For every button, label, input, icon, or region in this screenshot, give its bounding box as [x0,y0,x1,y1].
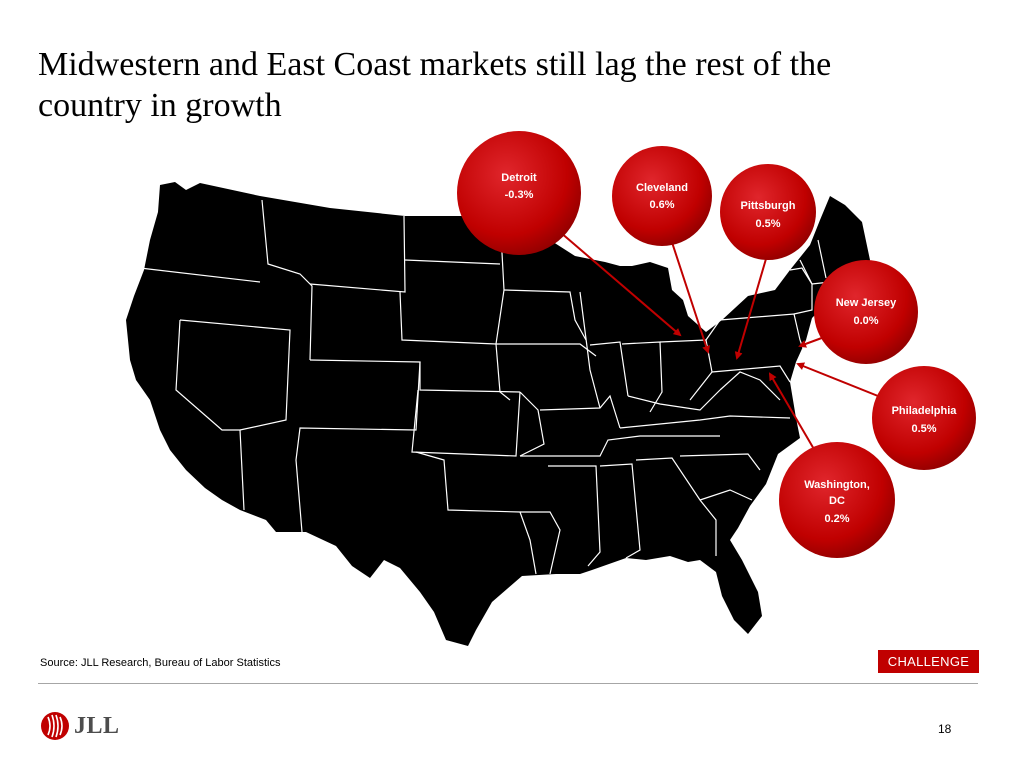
bubble-detroit: Detroit -0.3% [457,131,581,255]
bubble-detroit-name: Detroit [501,172,537,184]
source-note: Source: JLL Research, Bureau of Labor St… [40,657,281,669]
bubble-philadelphia: Philadelphia 0.5% [872,366,976,470]
arrow-philadelphia [796,362,889,401]
bubble-pittsburgh-value: 0.5% [755,218,780,230]
callout-arrows [559,223,889,457]
bubble-new-jersey-value: 0.0% [853,315,878,327]
bubble-cleveland-name: Cleveland [636,182,688,194]
arrow-cleveland [665,223,710,354]
bubble-washington-dc-name: Washington, [804,479,870,491]
bubble-detroit-value: -0.3% [505,189,534,201]
arrow-pittsburgh [734,251,769,360]
arrow-washington-dc [768,372,819,457]
bubble-new-jersey-name: New Jersey [836,297,897,309]
footer-divider [38,683,978,684]
page-number: 18 [938,722,952,736]
bubble-pittsburgh-name: Pittsburgh [741,200,796,212]
state-borders [139,199,845,575]
bubble-washington-dc: Washington, DC 0.2% [779,442,895,558]
bubble-washington-dc-value: 0.2% [824,513,849,525]
jll-logo-text: JLL [74,712,120,739]
market-bubbles: Detroit -0.3% Cleveland 0.6% Pittsburgh … [457,131,976,558]
challenge-badge: CHALLENGE [878,650,979,673]
slide-title: Midwestern and East Coast markets still … [38,46,832,124]
bubble-philadelphia-name: Philadelphia [892,405,958,417]
bubble-washington-dc-sub: DC [829,495,845,507]
bubble-cleveland: Cleveland 0.6% [612,146,712,246]
bubble-pittsburgh: Pittsburgh 0.5% [720,164,816,260]
bubble-new-jersey: New Jersey 0.0% [814,260,918,364]
bubble-cleveland-value: 0.6% [649,199,674,211]
jll-logo: JLL [40,711,120,741]
bubble-philadelphia-value: 0.5% [911,423,936,435]
jll-logo-mark-icon [41,712,69,740]
arrow-detroit [559,231,682,337]
us-map: Detroit -0.3% Cleveland 0.6% Pittsburgh … [126,131,976,646]
